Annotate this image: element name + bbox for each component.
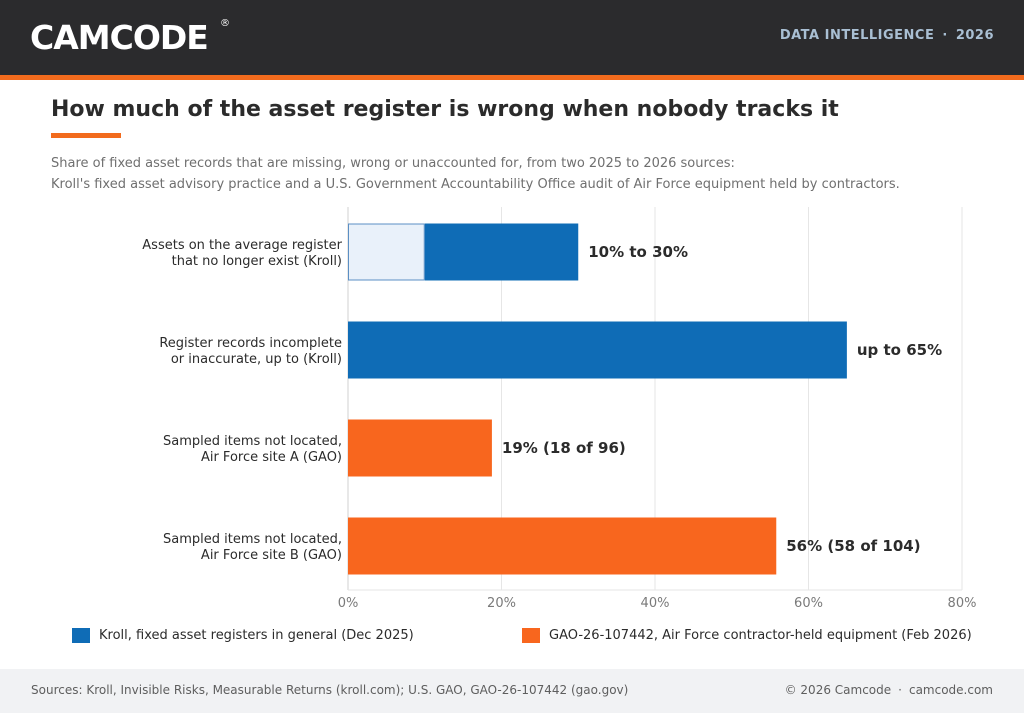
category-label-2-1: Air Force site A (GAO) bbox=[201, 450, 342, 465]
header-accent-stripe bbox=[0, 75, 1024, 80]
category-label-0-1: that no longer exist (Kroll) bbox=[172, 254, 342, 269]
bar-chart: 0% 20% 40% 60% 80% 10% to 30% Assets on the av… bbox=[142, 207, 977, 611]
footer: Sources: Kroll, Invisible Risks, Measura… bbox=[0, 669, 1024, 713]
legend-item-kroll: Kroll, fixed asset registers in general … bbox=[72, 628, 414, 643]
legend-label-gao: GAO-26-107442, Air Force contractor-held… bbox=[549, 628, 972, 643]
category-label-0-0: Assets on the average register bbox=[142, 238, 342, 253]
category-label-2-0: Sampled items not located, bbox=[163, 434, 342, 449]
title-underline bbox=[51, 133, 121, 138]
tagline-label: DATA INTELLIGENCE bbox=[779, 28, 935, 43]
chart-subtitle: Share of fixed asset records that are mi… bbox=[51, 153, 981, 195]
bar-3 bbox=[348, 517, 777, 575]
x-tick-label: 20% bbox=[487, 596, 516, 611]
footer-sources: Sources: Kroll, Invisible Risks, Measura… bbox=[31, 683, 629, 697]
tagline-separator: · bbox=[942, 28, 948, 43]
bar-value-label-1: up to 65% bbox=[857, 341, 942, 359]
header-bar: CAMCODE ® DATA INTELLIGENCE · 2026 bbox=[0, 0, 1024, 75]
x-tick-label: 0% bbox=[338, 596, 359, 611]
footer-copyright: © 2026 Camcode bbox=[784, 683, 892, 697]
tagline-year: 2026 bbox=[955, 28, 994, 43]
legend-swatch-gao bbox=[522, 628, 540, 643]
chart-legend: Kroll, fixed asset registers in general … bbox=[0, 628, 1024, 648]
category-label-1-0: Register records incomplete bbox=[159, 336, 342, 351]
bar-range-lower-0 bbox=[348, 223, 425, 281]
registered-mark: ® bbox=[220, 18, 230, 29]
subtitle-line-1: Share of fixed asset records that are mi… bbox=[51, 156, 735, 171]
legend-swatch-kroll bbox=[72, 628, 90, 643]
bar-value-label-2: 19% (18 of 96) bbox=[502, 439, 626, 457]
category-label-3-1: Air Force site B (GAO) bbox=[201, 548, 342, 563]
bar-1 bbox=[348, 321, 847, 379]
bar-value-label-3: 56% (58 of 104) bbox=[786, 537, 920, 555]
footer-credit: © 2026 Camcode · camcode.com bbox=[785, 683, 993, 697]
legend-item-gao: GAO-26-107442, Air Force contractor-held… bbox=[522, 628, 972, 643]
header-tagline: DATA INTELLIGENCE · 2026 bbox=[780, 28, 994, 43]
x-tick-label: 40% bbox=[641, 596, 670, 611]
legend-label-kroll: Kroll, fixed asset registers in general … bbox=[99, 628, 414, 643]
bar-0 bbox=[424, 223, 579, 281]
subtitle-line-2: Kroll's fixed asset advisory practice an… bbox=[51, 177, 900, 192]
footer-separator: · bbox=[898, 683, 902, 697]
category-label-1-1: or inaccurate, up to (Kroll) bbox=[171, 352, 342, 367]
bar-value-label-0: 10% to 30% bbox=[588, 243, 688, 261]
footer-site-link[interactable]: camcode.com bbox=[908, 683, 993, 697]
page-title: How much of the asset register is wrong … bbox=[51, 97, 839, 122]
x-tick-label: 60% bbox=[794, 596, 823, 611]
category-label-3-0: Sampled items not located, bbox=[163, 532, 342, 547]
camcode-logo[interactable]: CAMCODE bbox=[30, 18, 209, 57]
x-tick-label: 80% bbox=[948, 596, 977, 611]
bar-2 bbox=[348, 419, 492, 477]
